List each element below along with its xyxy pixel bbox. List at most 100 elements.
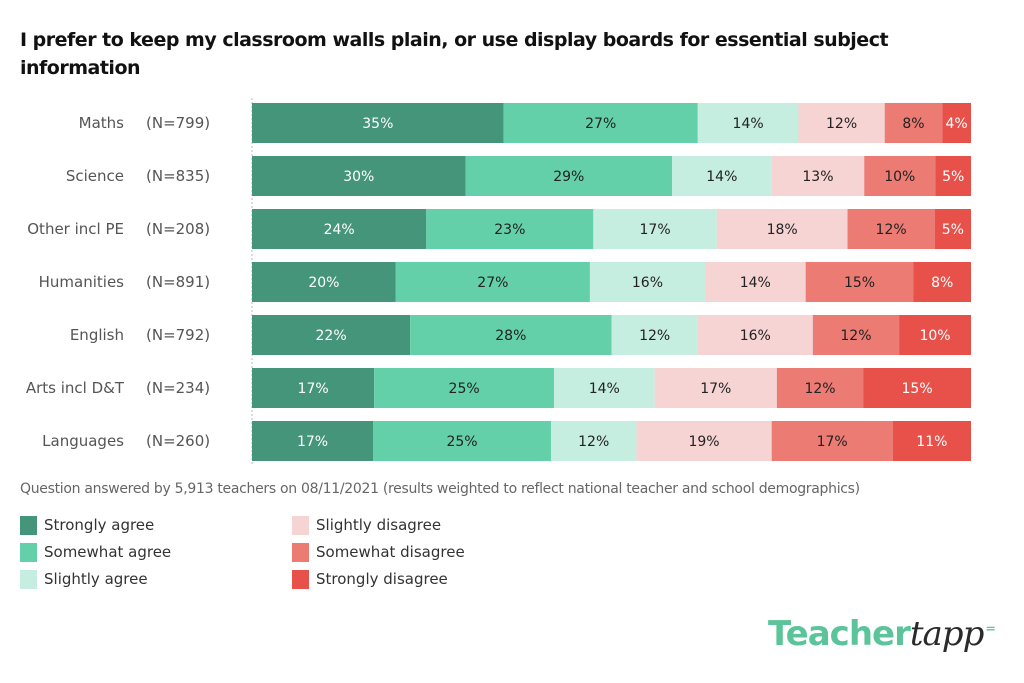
legend-item: Strongly agree <box>20 514 154 536</box>
data-label: 12% <box>804 381 835 397</box>
bar-segment <box>373 421 551 461</box>
data-label: 17% <box>700 381 731 397</box>
bar-segment <box>503 103 698 143</box>
data-label: 25% <box>449 381 480 397</box>
data-label: 5% <box>942 169 964 185</box>
data-label: 14% <box>706 169 737 185</box>
data-label: 17% <box>297 434 328 450</box>
legend-item: Strongly disagree <box>292 568 448 590</box>
bar-segment <box>798 103 885 143</box>
data-label: 5% <box>942 222 964 238</box>
sample-size-label: (N=208) <box>146 220 210 238</box>
data-label: 30% <box>343 169 374 185</box>
sample-size-label: (N=260) <box>146 432 210 450</box>
legend-item: Somewhat disagree <box>292 541 465 563</box>
bar-segment <box>704 262 806 302</box>
bar-segment <box>611 315 698 355</box>
data-label: 25% <box>446 434 477 450</box>
sample-size-label: (N=799) <box>146 114 210 132</box>
bar-segment <box>252 262 396 302</box>
data-label: 12% <box>826 116 857 132</box>
bar-segment <box>550 421 637 461</box>
data-label: 16% <box>740 328 771 344</box>
bar-segment <box>776 368 864 408</box>
bar-segment <box>593 209 717 249</box>
bar-row: 17% 25% 12% 19% 17% 11% <box>252 421 971 461</box>
logo-spark-icon: ⁼ <box>985 620 996 644</box>
data-label: 4% <box>946 116 968 132</box>
bar-segment <box>697 315 813 355</box>
legend-label: Somewhat agree <box>44 543 172 561</box>
teachertapp-logo: Teachertapp ⁼ <box>768 614 996 654</box>
legend-label: Somewhat disagree <box>316 543 465 561</box>
bar-segment <box>697 103 799 143</box>
legend-label: Strongly disagree <box>316 570 448 588</box>
bar-segment <box>884 103 943 143</box>
bar-row: 17% 25% 14% 17% 12% 15% <box>252 368 971 408</box>
legend-swatch <box>20 515 37 535</box>
legend-swatch <box>292 515 309 535</box>
chart-title: I prefer to keep my classroom walls plai… <box>20 29 889 79</box>
data-label: 24% <box>324 222 355 238</box>
bar-segment <box>716 209 848 249</box>
sample-size-label: (N=234) <box>146 379 210 397</box>
sample-size-label: (N=891) <box>146 273 210 291</box>
data-label: 27% <box>477 275 508 291</box>
bar-segment <box>771 156 865 196</box>
data-label: 10% <box>884 169 915 185</box>
footnote: Question answered by 5,913 teachers on 0… <box>20 481 860 497</box>
bar-segment <box>252 421 374 461</box>
data-label: 8% <box>931 275 953 291</box>
bar-segment <box>672 156 772 196</box>
category-labels: Maths (N=799) Science (N=835) Other incl PE (… <box>26 114 210 450</box>
category-label: Languages <box>42 432 124 450</box>
data-label: 14% <box>740 275 771 291</box>
bar-segment <box>805 262 914 302</box>
bar-segment <box>913 262 971 302</box>
data-label: 12% <box>876 222 907 238</box>
bar-segment <box>935 156 971 196</box>
bar-segment <box>771 421 893 461</box>
logo-text-tapp: tapp <box>909 614 984 654</box>
legend-swatch <box>292 542 309 562</box>
category-label: Science <box>66 167 124 185</box>
legend-item: Slightly agree <box>20 568 148 590</box>
category-label: Maths <box>79 114 125 132</box>
legend-swatch <box>20 569 37 589</box>
category-label: Humanities <box>39 273 125 291</box>
bar-segment <box>934 209 971 249</box>
legend-item: Somewhat agree <box>20 541 171 563</box>
data-label: 27% <box>585 116 616 132</box>
legend-label: Strongly agree <box>44 516 155 534</box>
bar-segment <box>426 209 594 249</box>
bar-segment <box>847 209 935 249</box>
logo-text-teacher: Teacher <box>768 614 911 654</box>
sample-size-label: (N=835) <box>146 167 210 185</box>
data-label: 15% <box>844 275 875 291</box>
bars: 35% 27% 14% 12% 8% 4% 30% 29% 14% 13% 10% 5% 24% 23% 1… <box>252 103 971 461</box>
data-label: 17% <box>817 434 848 450</box>
bar-segment <box>553 368 655 408</box>
legend-item: Slightly disagree <box>292 514 441 536</box>
legend-swatch <box>20 542 37 562</box>
legend-label: Slightly disagree <box>316 516 442 534</box>
data-label: 35% <box>362 116 393 132</box>
bar-segment <box>864 156 936 196</box>
data-label: 18% <box>767 222 798 238</box>
bar-row: 35% 27% 14% 12% 8% 4% <box>252 103 971 143</box>
sample-size-label: (N=792) <box>146 326 210 344</box>
data-label: 29% <box>553 169 584 185</box>
bar-segment <box>892 421 971 461</box>
category-label: English <box>70 326 124 344</box>
bar-segment <box>395 262 590 302</box>
bar-segment <box>252 156 466 196</box>
legend-swatch <box>292 569 309 589</box>
data-label: 12% <box>578 434 609 450</box>
legend-label: Slightly agree <box>44 570 148 588</box>
bar-segment <box>942 103 971 143</box>
bar-segment <box>374 368 554 408</box>
bar-segment <box>410 315 612 355</box>
data-label: 16% <box>632 275 663 291</box>
bar-segment <box>465 156 673 196</box>
